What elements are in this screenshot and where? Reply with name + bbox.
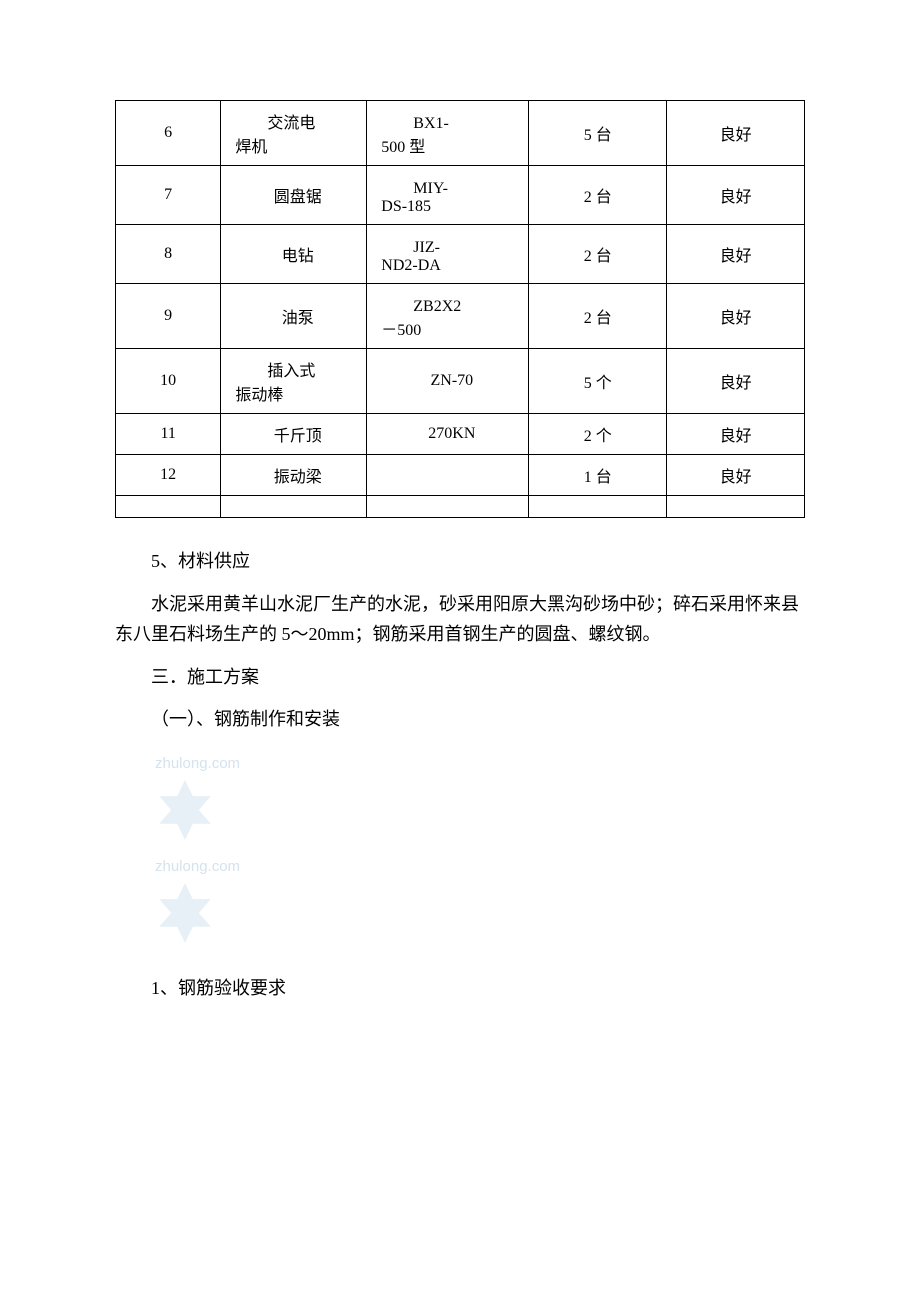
cell-status: 良好 <box>667 414 805 455</box>
watermark-shape-icon <box>155 780 215 840</box>
watermark-block: zhulong.com zhulong.com <box>115 755 805 943</box>
table-row: 11千斤顶270KN2 个良好 <box>116 414 805 455</box>
cell-model: 270KN <box>367 414 529 455</box>
cell-equipment-name <box>221 496 367 518</box>
cell-model: BX1-500 型 <box>367 101 529 166</box>
cell-model <box>367 496 529 518</box>
table-row: 12振动梁 1 台良好 <box>116 455 805 496</box>
cell-status: 良好 <box>667 455 805 496</box>
cell-equipment-name: 插入式振动棒 <box>221 349 367 414</box>
cell-equipment-name: 电钻 <box>221 225 367 284</box>
cell-number: 10 <box>116 349 221 414</box>
table-row: 7圆盘锯 MIY-DS-1852 台良好 <box>116 166 805 225</box>
equipment-table: 6 交流电焊机 BX1-500 型5 台良好7圆盘锯 MIY-DS-1852 台… <box>115 100 805 518</box>
cell-status: 良好 <box>667 101 805 166</box>
cell-number: 8 <box>116 225 221 284</box>
cell-quantity: 5 个 <box>529 349 667 414</box>
cell-number: 11 <box>116 414 221 455</box>
cell-number: 6 <box>116 101 221 166</box>
cell-model: ZN-70 <box>367 349 529 414</box>
table-row: 9油泵 ZB2X2－5002 台良好 <box>116 284 805 349</box>
cell-quantity <box>529 496 667 518</box>
heading-material-supply: 5、材料供应 <box>115 546 805 577</box>
cell-status: 良好 <box>667 225 805 284</box>
cell-number: 12 <box>116 455 221 496</box>
watermark-text-1: zhulong.com <box>155 755 805 772</box>
cell-number: 9 <box>116 284 221 349</box>
cell-model <box>367 455 529 496</box>
cell-status: 良好 <box>667 166 805 225</box>
watermark-text-2: zhulong.com <box>155 858 805 875</box>
cell-equipment-name: 油泵 <box>221 284 367 349</box>
heading-construction-plan: 三．施工方案 <box>115 662 805 693</box>
cell-model: MIY-DS-185 <box>367 166 529 225</box>
cell-model: ZB2X2－500 <box>367 284 529 349</box>
cell-equipment-name: 千斤顶 <box>221 414 367 455</box>
heading-rebar-fabrication: （一）、钢筋制作和安装 <box>115 704 805 735</box>
cell-quantity: 5 台 <box>529 101 667 166</box>
table-row: 8电钻 JIZ-ND2-DA2 台良好 <box>116 225 805 284</box>
cell-quantity: 1 台 <box>529 455 667 496</box>
cell-quantity: 2 台 <box>529 166 667 225</box>
table-row: 6 交流电焊机 BX1-500 型5 台良好 <box>116 101 805 166</box>
cell-quantity: 2 台 <box>529 225 667 284</box>
cell-quantity: 2 个 <box>529 414 667 455</box>
cell-model: JIZ-ND2-DA <box>367 225 529 284</box>
cell-number: 7 <box>116 166 221 225</box>
cell-equipment-name: 交流电焊机 <box>221 101 367 166</box>
cell-status <box>667 496 805 518</box>
cell-number <box>116 496 221 518</box>
table-row <box>116 496 805 518</box>
cell-status: 良好 <box>667 349 805 414</box>
cell-equipment-name: 圆盘锯 <box>221 166 367 225</box>
watermark-shape-icon <box>155 883 215 943</box>
cell-equipment-name: 振动梁 <box>221 455 367 496</box>
paragraph-material-desc: 水泥采用黄羊山水泥厂生产的水泥，砂采用阳原大黑沟砂场中砂；碎石采用怀来县东八里石… <box>115 589 805 650</box>
table-row: 10 插入式振动棒ZN-705 个良好 <box>116 349 805 414</box>
cell-status: 良好 <box>667 284 805 349</box>
cell-quantity: 2 台 <box>529 284 667 349</box>
heading-rebar-inspection: 1、钢筋验收要求 <box>115 973 805 1004</box>
